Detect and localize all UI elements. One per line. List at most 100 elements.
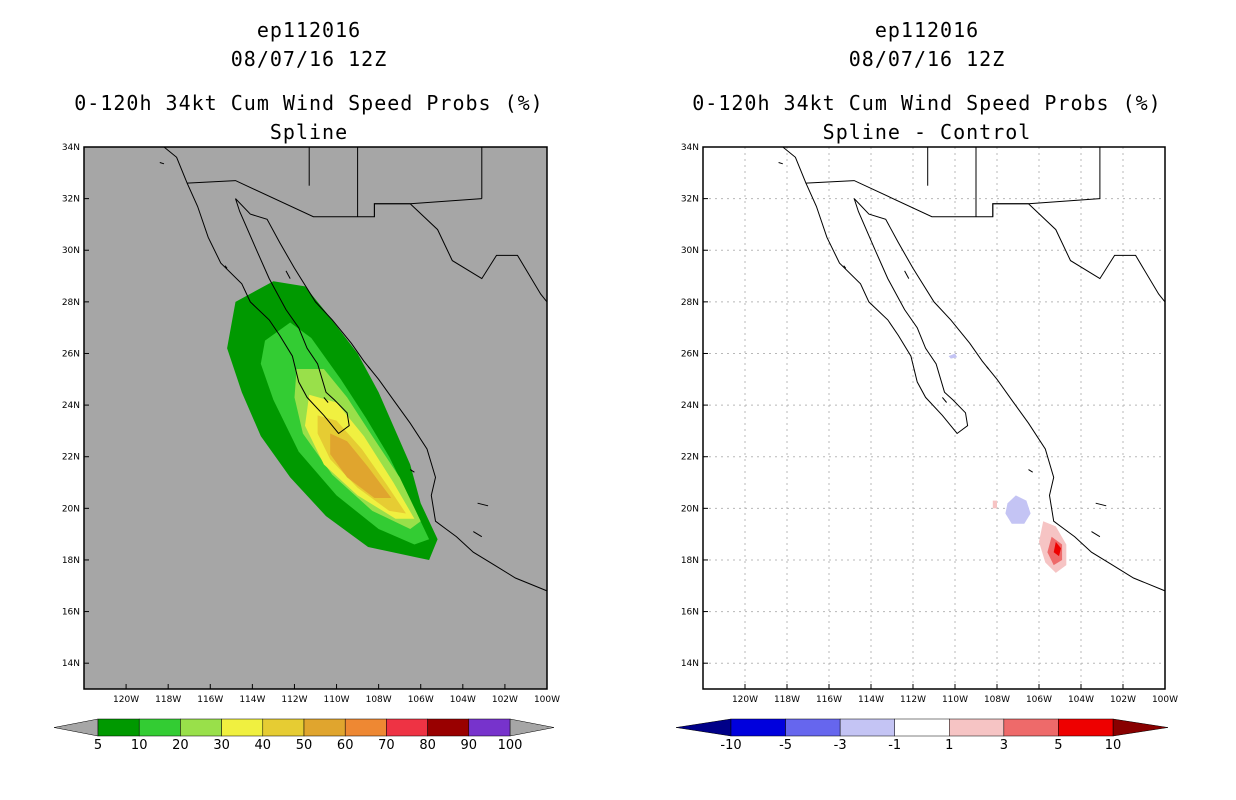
y-tick-label: 32N xyxy=(62,195,80,205)
x-tick-label: 104W xyxy=(1068,695,1094,705)
y-tick-label: 22N xyxy=(681,453,699,463)
contour-50 xyxy=(330,433,392,498)
colorbar-label: 20 xyxy=(172,738,189,753)
colorbar-swatch xyxy=(894,718,950,737)
x-tick-label: 120W xyxy=(732,695,758,705)
y-tick-label: 26N xyxy=(681,349,699,359)
colorbar-swatch xyxy=(97,718,140,737)
plot-frame xyxy=(83,146,548,690)
datetime: 08/07/16 12Z xyxy=(230,47,388,71)
y-tick-label: 22N xyxy=(62,453,80,463)
colorbar-swatch xyxy=(730,718,786,737)
x-tick-label: 112W xyxy=(281,695,307,705)
island xyxy=(367,366,371,370)
colorbar-label: 60 xyxy=(337,738,354,753)
colorbar-swatch xyxy=(180,718,222,737)
colorbar-label: -3 xyxy=(834,738,847,753)
x-tick-label: 102W xyxy=(492,695,518,705)
x-tick-label: 120W xyxy=(113,695,139,705)
y-tick-label: 18N xyxy=(62,556,80,566)
coastline-mainland xyxy=(853,198,1166,592)
colorbar-swatch xyxy=(785,718,841,737)
state-line xyxy=(992,198,1100,217)
x-tick-label: 104W xyxy=(450,695,476,705)
colorbar-label: -1 xyxy=(888,738,901,753)
chart-title: 0-120h 34kt Cum Wind Speed Probs (%) xyxy=(692,91,1162,115)
border-line xyxy=(187,180,548,303)
colorbar-label: 80 xyxy=(419,738,436,753)
colorbar-label: 10 xyxy=(131,738,148,753)
colorbar-swatch xyxy=(303,718,346,737)
x-tick-label: 100W xyxy=(534,695,560,705)
colorbar-swatch xyxy=(468,718,511,737)
colorbar-over-arrow xyxy=(509,718,555,737)
x-tick-label: 110W xyxy=(324,695,350,705)
y-tick-label: 14N xyxy=(681,659,699,669)
island xyxy=(778,162,783,165)
island xyxy=(477,502,489,507)
chart-title: 0-120h 34kt Cum Wind Speed Probs (%) xyxy=(74,91,544,115)
contour--1 xyxy=(1005,495,1031,524)
colorbar-swatch xyxy=(262,718,305,737)
island xyxy=(285,270,291,279)
colorbar-label: -5 xyxy=(779,738,792,753)
y-tick-label: 32N xyxy=(681,195,699,205)
coastline-baja xyxy=(782,146,969,435)
x-tick-label: 114W xyxy=(858,695,884,705)
colorbar-label: 50 xyxy=(296,738,313,753)
island xyxy=(1028,469,1033,473)
plot-background xyxy=(703,147,1165,689)
y-tick-label: 16N xyxy=(62,608,80,618)
x-tick-label: 116W xyxy=(816,695,842,705)
colorbar-swatch xyxy=(427,718,470,737)
state-line xyxy=(373,198,482,217)
x-tick-label: 108W xyxy=(984,695,1010,705)
colorbar-label: 5 xyxy=(94,738,102,753)
x-tick-label: 116W xyxy=(197,695,223,705)
difference-panel: ep112016 08/07/16 12Z 0-120h 34kt Cum Wi… xyxy=(618,0,1236,800)
probability-map: 120W 118W 116W 114W 112W 110W 108W 106W 104W 102W… xyxy=(53,143,560,753)
y-tick-label: 24N xyxy=(681,401,699,411)
x-tick-label: 106W xyxy=(408,695,434,705)
colorbar-label: 90 xyxy=(461,738,478,753)
island xyxy=(986,366,989,370)
island xyxy=(409,469,415,473)
border-line xyxy=(805,180,1166,303)
island xyxy=(323,397,329,403)
x-tick-label: 102W xyxy=(1110,695,1136,705)
colorbar-label: 10 xyxy=(1105,738,1122,753)
island xyxy=(159,162,165,165)
colorbar-swatch xyxy=(1003,718,1059,737)
colorbar-label: 30 xyxy=(213,738,230,753)
y-tick-label: 20N xyxy=(62,504,80,514)
y-tick-label: 34N xyxy=(681,143,699,153)
x-tick-label: 118W xyxy=(774,695,800,705)
y-tick-label: 16N xyxy=(681,608,699,618)
x-tick-label: 112W xyxy=(900,695,926,705)
colorbar-swatch xyxy=(344,718,387,737)
x-tick-label: 106W xyxy=(1026,695,1052,705)
colorbar-swatch xyxy=(221,718,264,737)
colorbar-label: 1 xyxy=(945,738,953,753)
plot-frame xyxy=(702,146,1166,690)
colorbar-swatch xyxy=(138,718,181,737)
probability-panel: ep112016 08/07/16 12Z 0-120h 34kt Cum Wi… xyxy=(53,18,560,753)
y-tick-label: 20N xyxy=(681,504,699,514)
island xyxy=(1095,502,1107,507)
colorbar-label: 3 xyxy=(1000,738,1008,753)
x-tick-label: 100W xyxy=(1152,695,1178,705)
storm-id: ep112016 xyxy=(256,18,362,42)
contour-5 xyxy=(1053,541,1061,557)
y-tick-label: 26N xyxy=(62,349,80,359)
y-tick-label: 18N xyxy=(681,556,699,566)
colorbar-label: 70 xyxy=(378,738,395,753)
colorbar-swatch xyxy=(839,718,895,737)
coastline-mainland xyxy=(235,198,548,592)
colorbar-swatch xyxy=(1058,718,1114,737)
x-tick-label: 118W xyxy=(155,695,181,705)
colorbar-label: 5 xyxy=(1054,738,1062,753)
chart-subtitle: Spline - Control xyxy=(822,120,1032,144)
x-tick-label: 110W xyxy=(942,695,968,705)
datetime: 08/07/16 12Z xyxy=(848,47,1006,71)
y-tick-label: 30N xyxy=(62,246,80,256)
